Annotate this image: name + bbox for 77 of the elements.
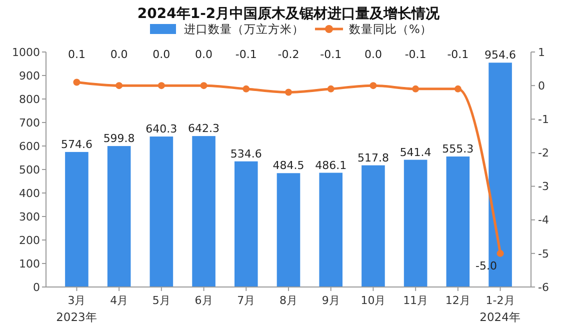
data-label: 0.0 [195, 48, 213, 61]
legend-label: 数量同比（%） [349, 22, 432, 36]
x-tick-label: 12月 [445, 294, 470, 307]
y2-tick-label: -2 [538, 146, 549, 160]
y-tick-label: 200 [19, 234, 40, 247]
x-tick-label: 9月 [322, 294, 340, 307]
bar [234, 161, 258, 287]
data-label: 484.5 [272, 159, 304, 172]
y2-tick-label: -6 [538, 280, 549, 294]
data-label: 0.0 [110, 48, 128, 61]
y2-tick-label: -1 [538, 112, 549, 126]
y2-tick-label: 1 [538, 46, 545, 59]
point [116, 82, 123, 90]
x-tick-label: 10月 [360, 294, 386, 307]
bar [65, 152, 88, 287]
y-tick-label: 900 [19, 69, 40, 82]
y-tick-label: 300 [19, 210, 40, 224]
data-label: -0.1 [320, 48, 342, 61]
x-tick-label: 11月 [403, 294, 428, 307]
y2-tick-label: -3 [538, 180, 549, 194]
data-label: -0.2 [278, 48, 300, 61]
y-tick-label: 400 [19, 186, 40, 200]
data-label: -0.1 [404, 48, 426, 61]
point [496, 250, 504, 257]
x-tick-label: 7月 [237, 294, 256, 307]
bar [107, 146, 131, 287]
x-tick-label: 1-2月 [486, 294, 515, 307]
data-label: 0.1 [68, 48, 86, 61]
y-tick-label: 700 [19, 116, 40, 130]
bar [446, 156, 470, 287]
bar [150, 136, 174, 287]
data-label: 0.0 [152, 48, 170, 61]
data-label: 555.3 [442, 142, 474, 156]
legend-label: 进口数量（万立方米） [184, 22, 304, 36]
data-label: -0.1 [447, 48, 469, 61]
data-label: 534.6 [230, 147, 262, 160]
point [454, 85, 462, 92]
bar [362, 165, 385, 287]
y-tick-label: 500 [19, 163, 40, 176]
data-label: 599.8 [103, 132, 135, 146]
bar [404, 160, 428, 287]
point [242, 85, 250, 92]
text: 2023年 [56, 310, 98, 324]
bar [276, 173, 300, 287]
data-label: 486.1 [315, 158, 347, 172]
bar [319, 172, 343, 287]
chart-title: 2024年1-2月中国原木及锯材进口量及增长情况 [137, 6, 441, 22]
data-label: 642.3 [188, 122, 220, 136]
x-tick-label: 6月 [194, 294, 213, 307]
point [327, 85, 334, 92]
y2-tick-label: -4 [538, 214, 549, 227]
y2-tick-label: -5 [538, 247, 549, 260]
data-label: 541.4 [400, 146, 432, 159]
y-tick-label: 0 [33, 280, 40, 294]
x-tick-label: 5月 [152, 294, 170, 307]
y2-tick-label: 0 [538, 79, 545, 92]
point [158, 82, 165, 90]
data-label: 517.8 [357, 151, 389, 164]
data-label: 0.0 [364, 48, 382, 61]
y-tick-label: 100 [19, 257, 40, 270]
x-tick-label: 4月 [110, 294, 128, 307]
x-tick-label: 3月 [68, 294, 86, 307]
y-tick-label: 800 [19, 92, 40, 106]
point [285, 88, 292, 96]
point [73, 78, 80, 86]
data-label: 640.3 [146, 122, 178, 136]
y-tick-label: 600 [19, 140, 40, 153]
x-tick-label: 8月 [280, 294, 298, 307]
point [370, 82, 377, 90]
data-label: 954.6 [484, 48, 516, 62]
text: 2024年 [480, 310, 521, 324]
y-tick-label: 1000 [12, 46, 40, 59]
data-label: 574.6 [60, 138, 92, 151]
bar [192, 136, 216, 287]
point [200, 82, 208, 90]
data-label: -0.1 [235, 48, 257, 61]
point [412, 85, 420, 92]
